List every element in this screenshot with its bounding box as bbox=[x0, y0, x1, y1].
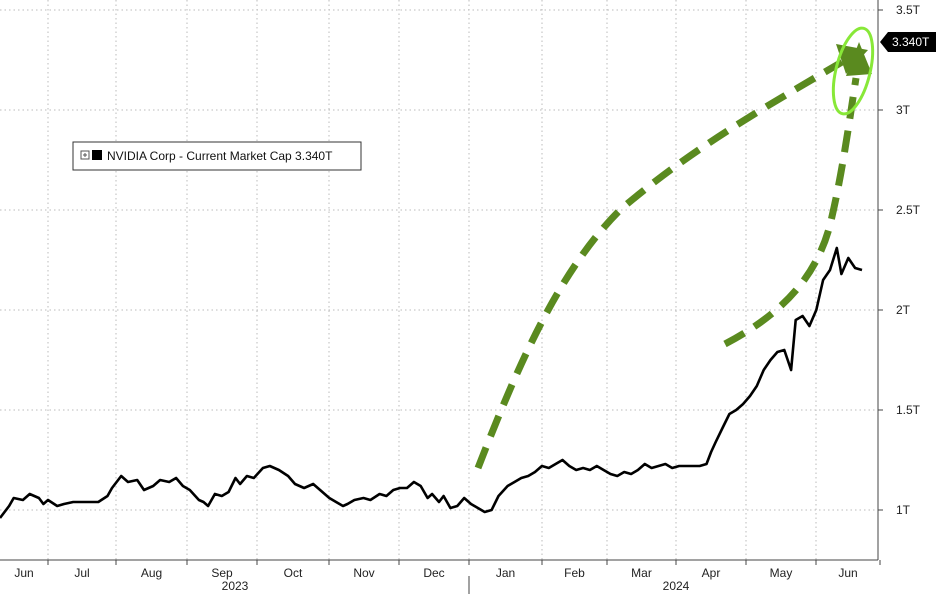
annotations bbox=[474, 26, 875, 470]
legend: NVIDIA Corp - Current Market Cap 3.340T bbox=[72, 141, 362, 171]
x-tick-label: Oct bbox=[284, 566, 303, 580]
legend-box bbox=[72, 141, 362, 171]
last-value-box bbox=[880, 32, 936, 52]
x-tick-label: Apr bbox=[702, 566, 721, 580]
last-value-marker: 3.340T bbox=[880, 32, 936, 52]
y-tick-label: 3.5T bbox=[896, 3, 921, 17]
y-tick-label: 2T bbox=[896, 303, 911, 317]
y-tick-label: 1.5T bbox=[896, 403, 921, 417]
x-tick-label: Aug bbox=[141, 566, 162, 580]
x-year-label: 2024 bbox=[663, 579, 690, 593]
y-axis: 1T 1.5T 2T 2.5T 3T 3.5T bbox=[877, 0, 921, 560]
x-tick-label: Jul bbox=[74, 566, 89, 580]
x-tick-label: Feb bbox=[564, 566, 585, 580]
x-tick-label: May bbox=[770, 566, 793, 580]
last-value-label: 3.340T bbox=[892, 35, 930, 49]
arrow-upper-dashed bbox=[474, 58, 844, 470]
y-tick-label: 3T bbox=[896, 103, 911, 117]
legend-entry: NVIDIA Corp - Current Market Cap 3.340T bbox=[107, 149, 333, 163]
x-tick-label: Jun bbox=[14, 566, 33, 580]
x-axis: Jun Jul Aug Sep Oct Nov Dec Jan Feb Mar Apr May Jun 2… bbox=[0, 559, 881, 594]
x-tick-label: Mar bbox=[631, 566, 652, 580]
gridlines bbox=[0, 0, 878, 560]
y-tick-label: 1T bbox=[896, 503, 911, 517]
nvidia-market-cap-line bbox=[0, 246, 863, 519]
highlight-circle bbox=[831, 26, 875, 116]
y-tick-label: 2.5T bbox=[896, 203, 921, 217]
x-tick-label: Jun bbox=[838, 566, 857, 580]
x-year-label: 2023 bbox=[222, 579, 249, 593]
x-tick-label: Sep bbox=[211, 566, 233, 580]
legend-swatch bbox=[92, 150, 102, 160]
x-tick-label: Nov bbox=[353, 566, 374, 580]
x-tick-label: Jan bbox=[496, 566, 515, 580]
arrow-lower-head bbox=[846, 42, 872, 76]
x-tick-label: Dec bbox=[423, 566, 444, 580]
